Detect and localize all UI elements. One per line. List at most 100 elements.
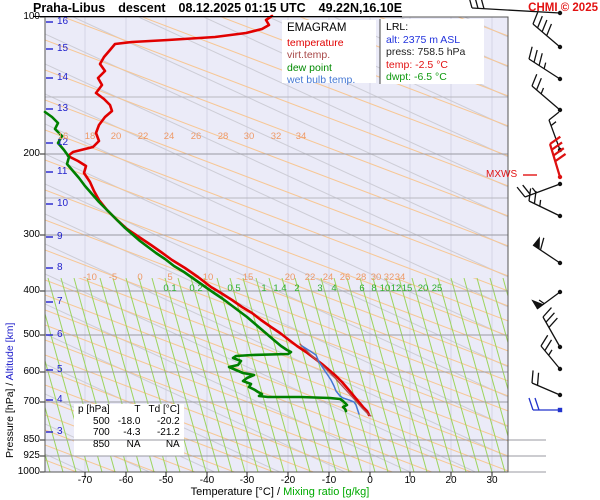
- altitude-tick-label: 13: [57, 103, 69, 114]
- lrl-row: press: 758.5 hPa: [386, 46, 466, 58]
- mixing-ratio-label: 10: [379, 283, 391, 294]
- sounding-table: p [hPa] T Td [°C] 500 -18.0 -20.2 700 -4.3 -21.2…: [74, 404, 184, 450]
- dry-adiabat-line: [156, 278, 508, 412]
- pressure-tick-label: 200: [23, 148, 40, 159]
- mixing-ratio-label: 0.1: [163, 283, 177, 294]
- wind-barb: [528, 188, 563, 219]
- dry-adiabat-label: -5: [108, 272, 118, 283]
- dry-adiabat-label: 22: [137, 131, 149, 142]
- dry-adiabat-line: [314, 278, 508, 352]
- legend-item: dew point: [287, 61, 332, 74]
- legend-item: temperature: [287, 36, 344, 49]
- pressure-tick-label: 500: [23, 329, 40, 340]
- dry-adiabat-line: [45, 159, 508, 337]
- wet-bulb-temp--curve: [301, 345, 360, 415]
- lrl-box-bg: [380, 19, 484, 84]
- virt-temp--curve: [299, 343, 372, 417]
- dry-adiabat-label: 30: [243, 131, 255, 142]
- x-axis-title-temperature: Temperature [°C]: [190, 486, 274, 498]
- altitude-tick-label: 9: [57, 231, 63, 242]
- dry-adiabat-label: 34: [295, 131, 307, 142]
- table-row: 500 -18.0 -20.2: [74, 416, 184, 428]
- table-header-cell: Td [°C]: [148, 404, 180, 415]
- dry-adiabat-label: 22: [304, 272, 316, 283]
- temperature-tick-label: -50: [158, 475, 174, 486]
- mixing-ratio-line: [542, 278, 596, 472]
- dry-adiabat-line: [140, 17, 508, 157]
- legend-box: EMAGRAM temperature virt.temp. dew point we…: [283, 21, 383, 88]
- mixing-ratio-line: [463, 278, 508, 438]
- temperature-tick-label: -60: [118, 475, 134, 486]
- table-cell: -21.2: [156, 427, 180, 438]
- wind-barb: [532, 236, 563, 266]
- dry-adiabat-line: [45, 99, 508, 277]
- moist-adiabat-line: [267, 17, 508, 128]
- dry-adiabat-label: -10: [83, 272, 97, 283]
- temperature-tick-label: -10: [321, 475, 337, 486]
- dry-adiabat-label: 18: [84, 131, 96, 142]
- altitude-tick-label: 15: [57, 43, 69, 54]
- pressure-tick-label: 850: [23, 434, 40, 445]
- table-header-cell: p [hPa]: [78, 404, 110, 415]
- altitude-tick-label: 12: [57, 137, 69, 148]
- mixing-ratio-label: 8: [371, 283, 377, 294]
- pressure-tick-label: 100: [23, 11, 40, 22]
- dew-point-curve: [43, 110, 349, 413]
- table-header-cell: T: [134, 404, 141, 415]
- mixing-ratio-label: 0.2: [189, 283, 203, 294]
- dry-adiabat-line: [45, 369, 315, 472]
- legend-box-bg: [282, 20, 376, 83]
- pressure-tick-label: 400: [23, 285, 40, 296]
- legend-items: temperature virt.temp. dew point wet bulb t…: [287, 37, 379, 87]
- dry-adiabat-label: 28: [217, 131, 229, 142]
- table-cell: 500: [93, 415, 110, 427]
- dry-adiabat-line: [393, 278, 508, 322]
- dry-adiabat-line: [62, 17, 508, 187]
- dry-adiabat-label: 32: [270, 131, 282, 142]
- sounding-datetime: 08.12.2025 01:15 UTC: [178, 1, 306, 15]
- lrl-row: dwpt: -6.5 °C: [386, 71, 447, 83]
- lrl-row: temp: -2.5 °C: [386, 58, 448, 71]
- altitude-tick-label: 11: [57, 166, 68, 177]
- dry-adiabat-line: [45, 354, 355, 472]
- dry-adiabat-line: [235, 278, 508, 382]
- mixing-ratio-label: 12: [390, 283, 402, 294]
- wind-barb: [528, 397, 563, 413]
- altitude-tick-label: 5: [57, 364, 63, 375]
- wind-barb: [516, 181, 563, 198]
- table-cell: NA: [165, 438, 180, 450]
- mixing-ratio-label: 0.5: [227, 283, 241, 294]
- temperature-tick-label: -70: [77, 475, 93, 486]
- dry-adiabat-line: [45, 294, 508, 472]
- sounding-type: descent: [118, 1, 166, 15]
- mixing-ratio-label: 4: [331, 283, 337, 294]
- table-cell: -18.0: [117, 415, 141, 427]
- wind-barb: [469, 0, 563, 16]
- table-row: 850 NA NA: [74, 439, 184, 451]
- wind-barb: [532, 12, 563, 50]
- lrl-box: LRL: alt: 2375 m ASL press: 758.5 hPa te…: [381, 20, 493, 85]
- altitude-tick-label: 4: [57, 394, 63, 405]
- page-title: Praha-Libus descent 08.12.2025 01:15 UTC 49…: [33, 1, 403, 17]
- wind-barb: [531, 74, 563, 113]
- mixing-ratio-label: 2: [294, 283, 300, 294]
- dry-adiabat-label: 0: [137, 272, 143, 283]
- altitude-tick-label: 14: [57, 72, 69, 83]
- x-axis-title: Temperature [°C] / Mixing ratio [g/kg]: [190, 486, 370, 498]
- temperature-tick-label: 30: [486, 475, 498, 486]
- mixing-ratio-line: [516, 278, 570, 472]
- legend-title: EMAGRAM: [287, 22, 347, 34]
- dry-adiabat-label: 5: [167, 272, 173, 283]
- temperature-tick-label: -40: [199, 475, 215, 486]
- copyright-label: CHMI © 2025: [528, 2, 598, 14]
- dry-adiabat-line: [45, 129, 508, 307]
- wind-barb: [540, 334, 563, 372]
- dry-adiabat-label: 32: [383, 272, 395, 283]
- table-cell: 700: [93, 427, 110, 438]
- altitude-tick-label: 6: [57, 329, 63, 340]
- mixing-ratio-label: 3: [317, 283, 323, 294]
- dry-adiabat-line: [45, 39, 508, 217]
- mixing-ratio-label: 6: [359, 283, 365, 294]
- table-row: 700 -4.3 -21.2: [74, 427, 184, 439]
